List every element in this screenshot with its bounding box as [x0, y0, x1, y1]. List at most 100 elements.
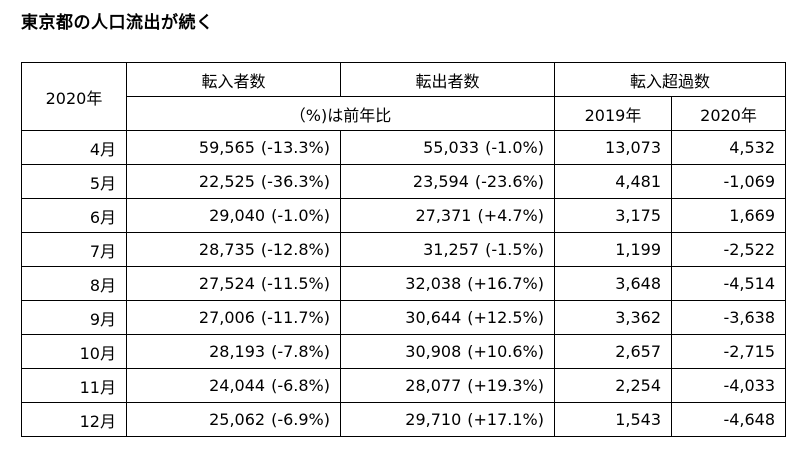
- month-cell: 12月: [21, 402, 127, 437]
- net-2019-cell: 1,543: [554, 402, 672, 437]
- in-pct: (-13.3%): [260, 138, 330, 157]
- table-row: 8月 27,524 (-11.5%) 32,038 (+16.7%) 3,648 -4,51…: [21, 266, 787, 301]
- net-2019-cell: 13,073: [554, 130, 672, 165]
- month-cell: 6月: [21, 198, 127, 233]
- header-row-1: 2020年 転入者数 転出者数 転入超過数: [21, 62, 787, 131]
- out-pct: (+16.7%): [467, 274, 544, 293]
- out-pct: (+17.1%): [467, 410, 544, 429]
- out-value: 55,033: [423, 138, 480, 157]
- header-out: 転出者数: [340, 62, 555, 97]
- net-2020-cell: 1,669: [670, 198, 787, 233]
- in-cell: 29,040 (-1.0%): [126, 198, 341, 233]
- table-row: 7月 28,735 (-12.8%) 31,257 (-1.5%) 1,199 -2,522: [21, 232, 787, 267]
- in-value: 27,006: [198, 308, 255, 327]
- month-cell: 10月: [21, 334, 127, 369]
- net-2019-cell: 3,362: [554, 300, 672, 335]
- in-value: 24,044: [209, 376, 266, 395]
- table-row: 5月 22,525 (-36.3%) 23,594 (-23.6%) 4,481 -1,06…: [21, 164, 787, 199]
- table-row: 6月 29,040 (-1.0%) 27,371 (+4.7%) 3,175 1,669: [21, 198, 787, 233]
- net-2020-cell: -1,069: [670, 164, 787, 199]
- table-row: 10月 28,193 (-7.8%) 30,908 (+10.6%) 2,657 -2,71…: [21, 334, 787, 369]
- in-cell: 25,062 (-6.9%): [126, 402, 341, 437]
- in-pct: (-1.0%): [271, 206, 330, 225]
- month-cell: 8月: [21, 266, 127, 301]
- month-cell: 4月: [21, 130, 127, 165]
- out-value: 28,077: [405, 376, 462, 395]
- out-cell: 27,371 (+4.7%): [340, 198, 555, 233]
- in-value: 27,524: [198, 274, 255, 293]
- out-value: 23,594: [412, 172, 469, 191]
- out-cell: 31,257 (-1.5%): [340, 232, 555, 267]
- month-cell: 9月: [21, 300, 127, 335]
- table-row: 9月 27,006 (-11.7%) 30,644 (+12.5%) 3,362 -3,63…: [21, 300, 787, 335]
- net-2020-cell: -3,638: [670, 300, 787, 335]
- out-value: 31,257: [423, 240, 480, 259]
- out-pct: (+12.5%): [467, 308, 544, 327]
- net-2020-cell: -4,514: [670, 266, 787, 301]
- net-2019-cell: 2,254: [554, 368, 672, 403]
- in-value: 59,565: [198, 138, 255, 157]
- out-cell: 30,644 (+12.5%): [340, 300, 555, 335]
- in-cell: 27,524 (-11.5%): [126, 266, 341, 301]
- net-2020-cell: -4,033: [670, 368, 787, 403]
- out-cell: 30,908 (+10.6%): [340, 334, 555, 369]
- net-2020-cell: 4,532: [670, 130, 787, 165]
- in-value: 28,735: [198, 240, 255, 259]
- table-row: 11月 24,044 (-6.8%) 28,077 (+19.3%) 2,254 -4,03…: [21, 368, 787, 403]
- out-pct: (-23.6%): [474, 172, 544, 191]
- header-net-2019: 2019年: [554, 96, 672, 131]
- in-value: 28,193: [209, 342, 266, 361]
- out-cell: 55,033 (-1.0%): [340, 130, 555, 165]
- header-in: 転入者数: [126, 62, 341, 97]
- out-pct: (-1.0%): [485, 138, 544, 157]
- net-2020-cell: -4,648: [670, 402, 787, 437]
- out-pct: (+10.6%): [467, 342, 544, 361]
- out-cell: 28,077 (+19.3%): [340, 368, 555, 403]
- header-row-2: （%)は前年比 2019年 2020年: [22, 96, 787, 131]
- table-row: 12月 25,062 (-6.9%) 29,710 (+17.1%) 1,543 -4,64…: [21, 402, 787, 437]
- out-value: 29,710: [405, 410, 462, 429]
- header-pct-note: （%)は前年比: [126, 96, 555, 131]
- in-cell: 22,525 (-36.3%): [126, 164, 341, 199]
- in-value: 25,062: [209, 410, 266, 429]
- header-year: 2020年: [21, 62, 127, 131]
- out-pct: (+19.3%): [467, 376, 544, 395]
- in-pct: (-11.7%): [260, 308, 330, 327]
- in-pct: (-12.8%): [260, 240, 330, 259]
- net-2019-cell: 1,199: [554, 232, 672, 267]
- in-value: 22,525: [198, 172, 255, 191]
- out-pct: (-1.5%): [485, 240, 544, 259]
- in-pct: (-11.5%): [260, 274, 330, 293]
- population-table: 2020年 転入者数 転出者数 転入超過数 （%)は前年比 2019年 2020…: [21, 62, 787, 437]
- net-2019-cell: 4,481: [554, 164, 672, 199]
- out-cell: 32,038 (+16.7%): [340, 266, 555, 301]
- in-cell: 24,044 (-6.8%): [126, 368, 341, 403]
- page-title: 東京都の人口流出が続く: [21, 13, 214, 33]
- in-pct: (-6.8%): [271, 376, 330, 395]
- table-row: 4月 59,565 (-13.3%) 55,033 (-1.0%) 13,073 4,532: [21, 130, 787, 165]
- in-pct: (-7.8%): [271, 342, 330, 361]
- in-cell: 59,565 (-13.3%): [126, 130, 341, 165]
- in-cell: 28,193 (-7.8%): [126, 334, 341, 369]
- out-pct: (+4.7%): [477, 206, 544, 225]
- in-cell: 28,735 (-12.8%): [126, 232, 341, 267]
- out-value: 30,644: [405, 308, 462, 327]
- month-cell: 7月: [21, 232, 127, 267]
- net-2019-cell: 3,175: [554, 198, 672, 233]
- net-2020-cell: -2,522: [670, 232, 787, 267]
- net-2019-cell: 3,648: [554, 266, 672, 301]
- in-value: 29,040: [209, 206, 266, 225]
- out-cell: 29,710 (+17.1%): [340, 402, 555, 437]
- out-cell: 23,594 (-23.6%): [340, 164, 555, 199]
- in-pct: (-36.3%): [260, 172, 330, 191]
- net-2019-cell: 2,657: [554, 334, 672, 369]
- header-net-2020: 2020年: [670, 96, 787, 131]
- in-pct: (-6.9%): [271, 410, 330, 429]
- month-cell: 11月: [21, 368, 127, 403]
- out-value: 32,038: [405, 274, 462, 293]
- out-value: 30,908: [405, 342, 462, 361]
- header-net: 転入超過数: [553, 62, 787, 97]
- month-cell: 5月: [21, 164, 127, 199]
- out-value: 27,371: [415, 206, 472, 225]
- in-cell: 27,006 (-11.7%): [126, 300, 341, 335]
